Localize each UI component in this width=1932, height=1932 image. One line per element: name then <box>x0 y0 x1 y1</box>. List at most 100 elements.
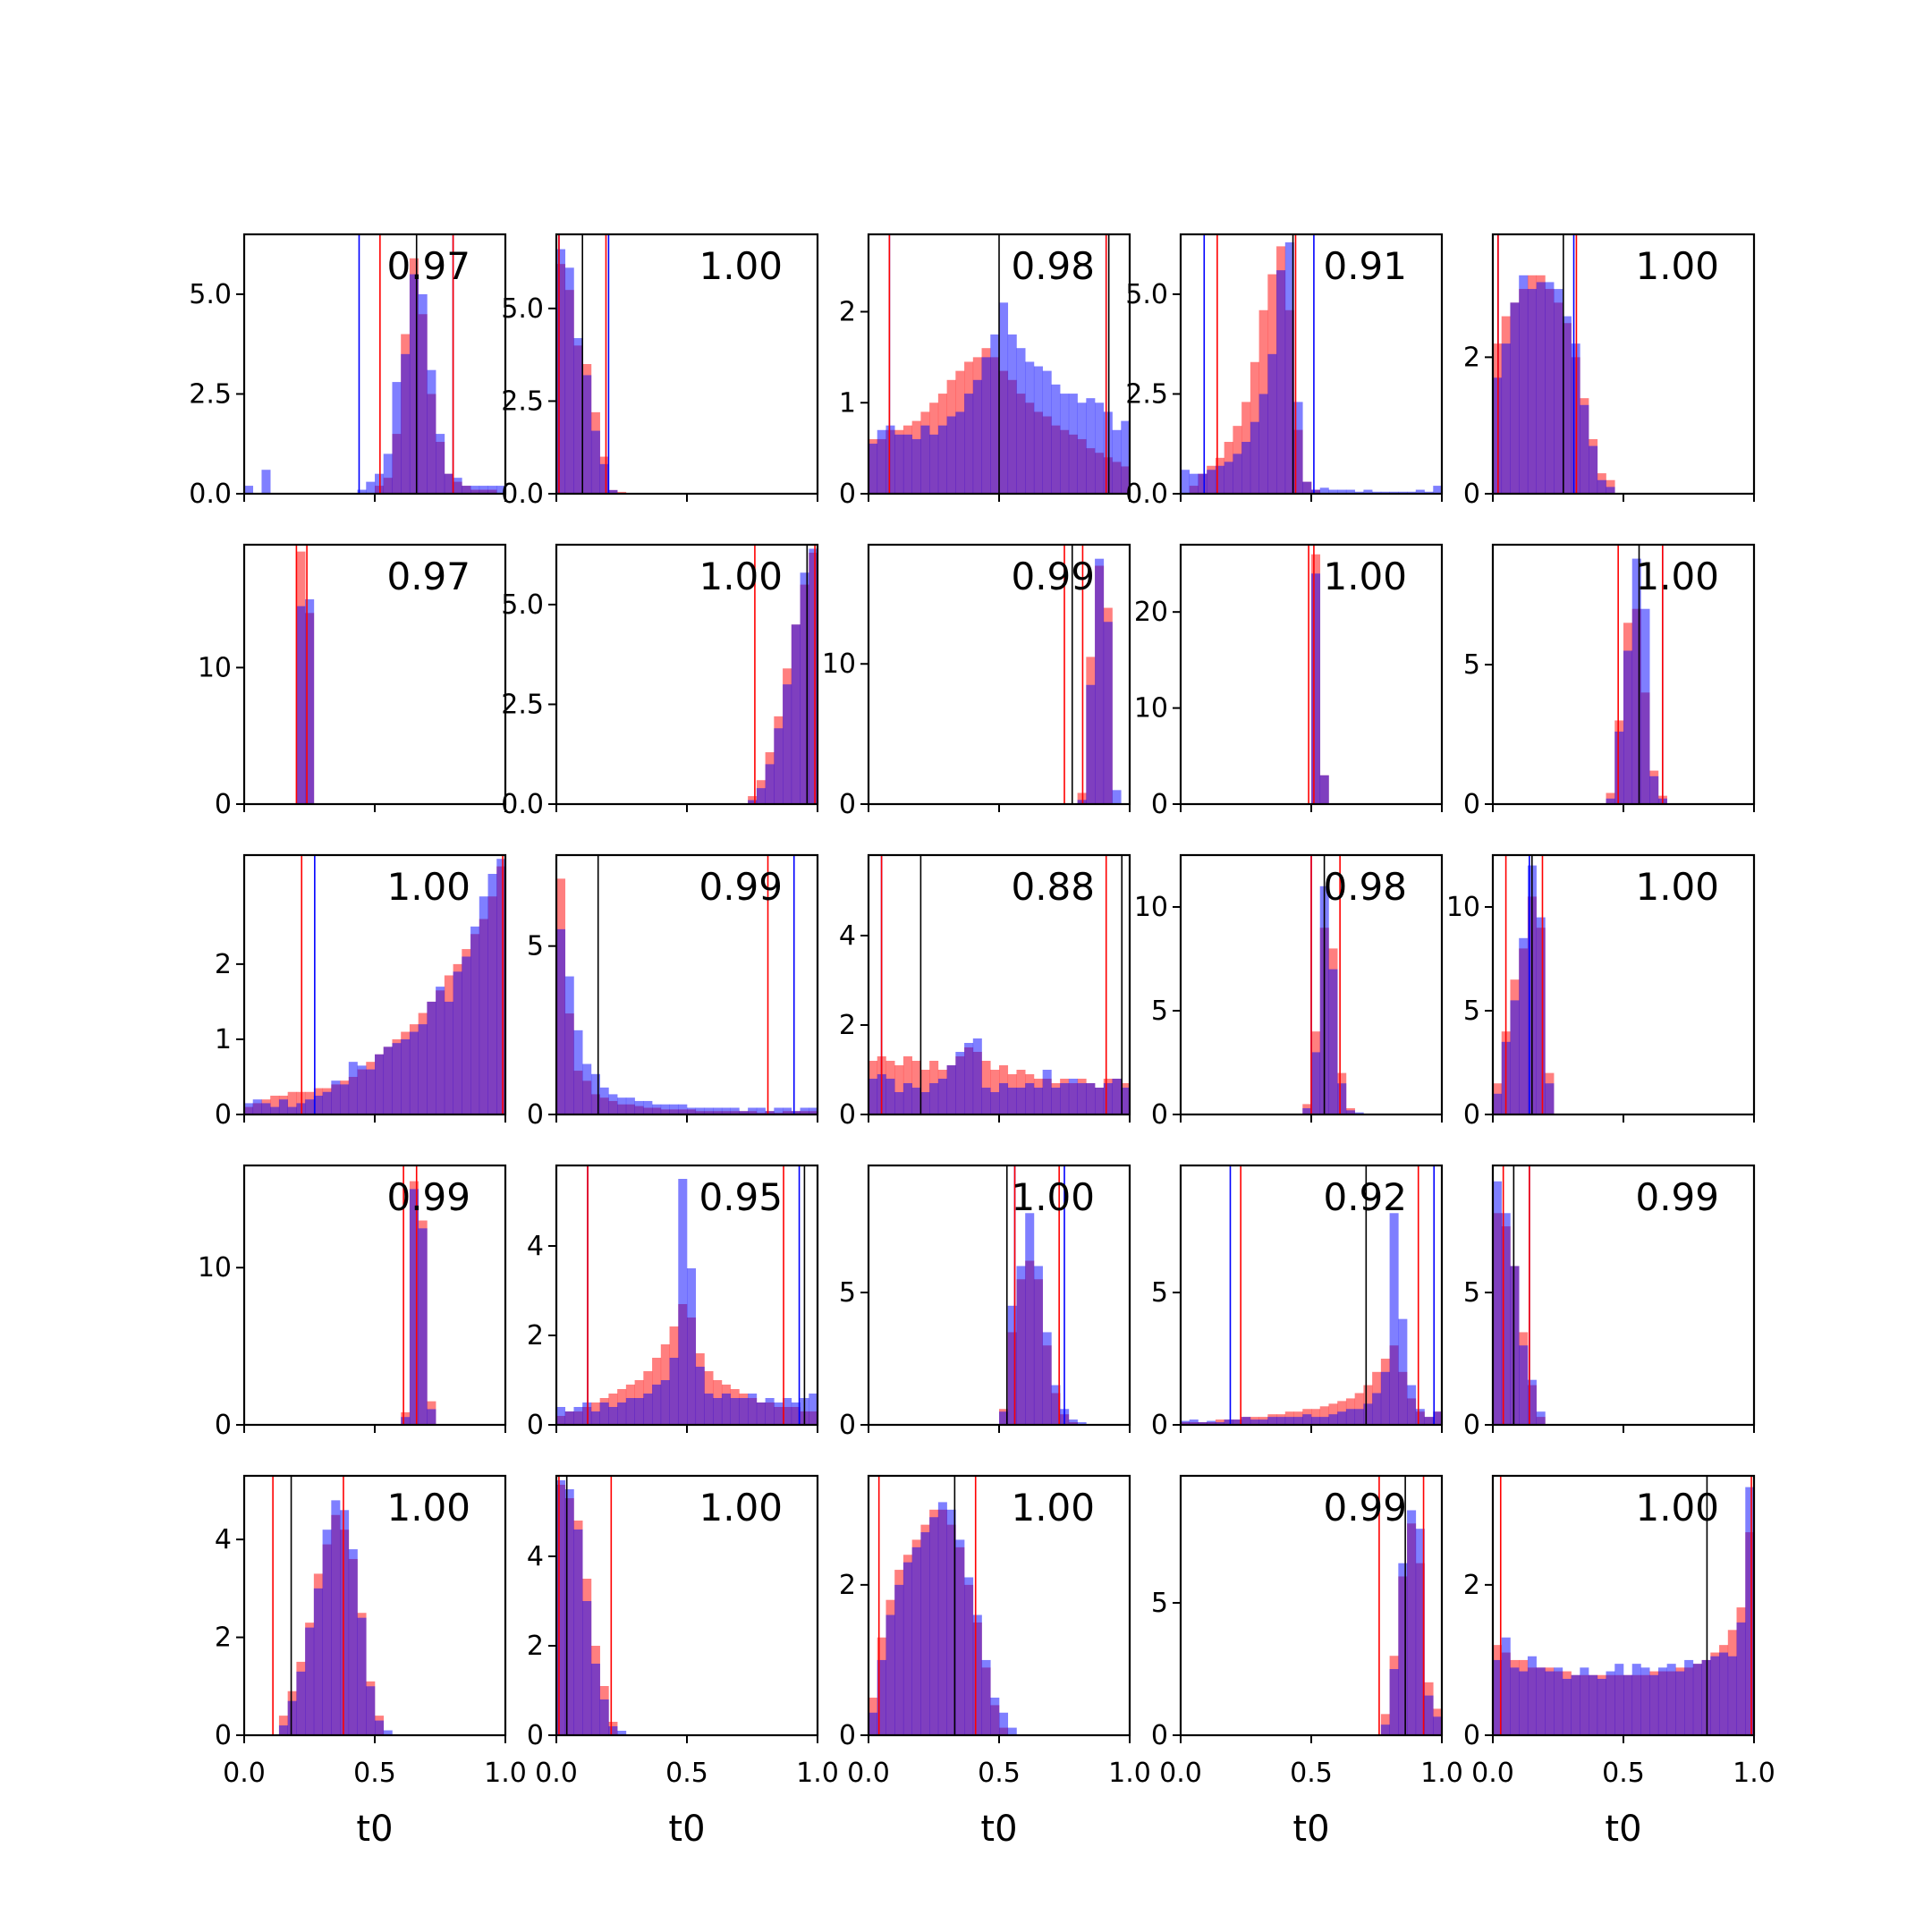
histogram-bar-blue <box>270 1106 280 1114</box>
histogram-bar-blue <box>366 481 376 494</box>
histogram-bar-blue <box>1407 1385 1417 1425</box>
histogram-bar-blue <box>1198 473 1208 494</box>
histogram-bar-blue <box>401 1417 411 1425</box>
histogram-panel-r3-c0: 0 10 0.99 <box>198 1164 507 1441</box>
y-tick-label: 2 <box>839 296 856 327</box>
histogram-bar-blue <box>972 1038 982 1114</box>
histogram-bar-blue <box>340 1084 350 1114</box>
histogram-bar-blue <box>1112 429 1122 494</box>
histogram-bar-blue <box>1077 1083 1087 1114</box>
y-tick-label: 2 <box>215 949 232 980</box>
histogram-bar-blue <box>564 267 574 494</box>
histogram-bar-blue <box>774 728 784 804</box>
y-tick-label: 20 <box>1134 597 1168 628</box>
histogram-bar-blue <box>669 1104 679 1114</box>
histogram-bar-blue <box>981 1659 991 1735</box>
x-tick-label: 1.0 <box>796 1758 839 1789</box>
panel-annotation: 0.99 <box>386 1175 470 1219</box>
panel-annotation: 1.00 <box>699 244 783 288</box>
histogram-bar-blue <box>911 438 921 494</box>
histogram-bar-blue <box>331 1080 341 1114</box>
y-tick-label: 5 <box>1463 996 1480 1027</box>
histogram-bar-blue <box>756 1402 766 1425</box>
y-tick-label: 0 <box>839 1410 856 1441</box>
x-tick-label: 0.5 <box>1602 1758 1645 1789</box>
histogram-bar-blue <box>436 434 445 494</box>
panel-annotation: 1.00 <box>1635 244 1719 288</box>
histogram-bar-blue <box>617 1402 627 1425</box>
histogram-bar-blue <box>1241 442 1251 494</box>
histogram-bar-blue <box>1649 775 1659 804</box>
histogram-bar-blue <box>617 1731 627 1735</box>
histogram-bar-blue <box>1007 1305 1017 1425</box>
histogram-bar-blue <box>1631 558 1641 804</box>
histogram-bar-blue <box>1095 1088 1105 1114</box>
histogram-panel-r1-c0: 0 10 0.97 <box>198 543 507 820</box>
histogram-bar-blue <box>1745 1487 1755 1735</box>
histogram-bar-blue <box>496 486 506 494</box>
panel-annotation: 0.95 <box>699 1175 783 1219</box>
histogram-bar-blue <box>1077 402 1087 494</box>
histogram-bar-blue <box>418 1228 428 1425</box>
histogram-bar-blue <box>608 1726 618 1735</box>
histogram-bar-blue <box>1580 1667 1589 1735</box>
histogram-bar-blue <box>1224 1419 1233 1425</box>
histogram-bar-blue <box>1189 473 1199 494</box>
histogram-panel-r2-c4: 0 5 10 1.00 <box>1446 853 1756 1131</box>
histogram-bar-blue <box>1372 491 1382 494</box>
histogram-panel-r3-c1: 0 2 4 0.95 <box>527 1164 819 1441</box>
histogram-bar-blue <box>1597 479 1606 494</box>
histogram-bar-blue <box>911 1546 921 1735</box>
histogram-bar-blue <box>1345 1409 1355 1425</box>
histogram-bar-blue <box>1606 1671 1615 1735</box>
panel-annotation: 0.97 <box>386 555 470 598</box>
histogram-bar-blue <box>1207 1420 1216 1425</box>
histogram-bar-blue <box>929 1517 939 1735</box>
histogram-bar-blue <box>582 1063 592 1114</box>
histogram-bar-blue <box>305 1627 315 1735</box>
histogram-bar-blue <box>1060 394 1070 494</box>
histogram-bar-blue <box>1068 1419 1078 1425</box>
histogram-bar-blue <box>1433 1411 1443 1425</box>
x-tick-label: 0.5 <box>1290 1758 1333 1789</box>
y-tick-label: 0.0 <box>1125 479 1168 510</box>
histogram-bar-blue <box>946 1065 956 1114</box>
y-tick-label: 2.5 <box>189 378 232 410</box>
histogram-bar-blue <box>1103 622 1113 804</box>
histogram-bar-blue <box>1293 402 1303 494</box>
histogram-bar-blue <box>287 1106 297 1114</box>
histogram-bar-red <box>278 1716 288 1735</box>
y-tick-label: 2 <box>839 1010 856 1041</box>
histogram-bar-blue <box>479 486 488 494</box>
histogram-bar-blue <box>1554 1667 1563 1735</box>
panel-annotation: 0.98 <box>1323 865 1407 909</box>
histogram-bar-blue <box>1042 1332 1052 1425</box>
histogram-bar-blue <box>1684 1659 1694 1735</box>
y-tick-label: 0 <box>1463 1720 1480 1751</box>
histogram-bar-blue <box>937 1502 947 1735</box>
y-tick-label: 10 <box>1134 892 1168 923</box>
panel-annotation: 1.00 <box>1323 555 1407 598</box>
histogram-bar-blue <box>1086 684 1096 804</box>
histogram-bar-blue <box>1415 1529 1425 1735</box>
x-axis-label: t0 <box>1292 1809 1329 1850</box>
histogram-bar-blue <box>964 394 974 494</box>
y-tick-label: 1 <box>215 1024 232 1055</box>
histogram-bar-blue <box>678 1104 688 1114</box>
x-tick-label: 0.0 <box>1159 1758 1202 1789</box>
histogram-bar-blue <box>1284 1417 1294 1425</box>
histogram-bar-blue <box>366 1686 376 1735</box>
histogram-bar-blue <box>305 599 315 804</box>
histogram-bar-blue <box>955 1539 965 1735</box>
histogram-bar-blue <box>990 334 1000 494</box>
panel-annotation: 1.00 <box>1011 1486 1095 1530</box>
histogram-bar-blue <box>564 1411 574 1425</box>
panels-layer: 0.02.55.00.970.02.55.01.000120.980.02.55… <box>189 233 1775 1850</box>
histogram-bar-blue <box>1493 377 1503 494</box>
histogram-bar-blue <box>894 1584 904 1735</box>
histogram-panel-r2-c2: 0 2 4 0.88 <box>839 853 1131 1131</box>
histogram-bar-blue <box>1510 1000 1520 1114</box>
histogram-bar-blue <box>1424 1417 1434 1425</box>
histogram-bar-blue <box>1025 1213 1035 1425</box>
histogram-bar-blue <box>1623 650 1633 804</box>
